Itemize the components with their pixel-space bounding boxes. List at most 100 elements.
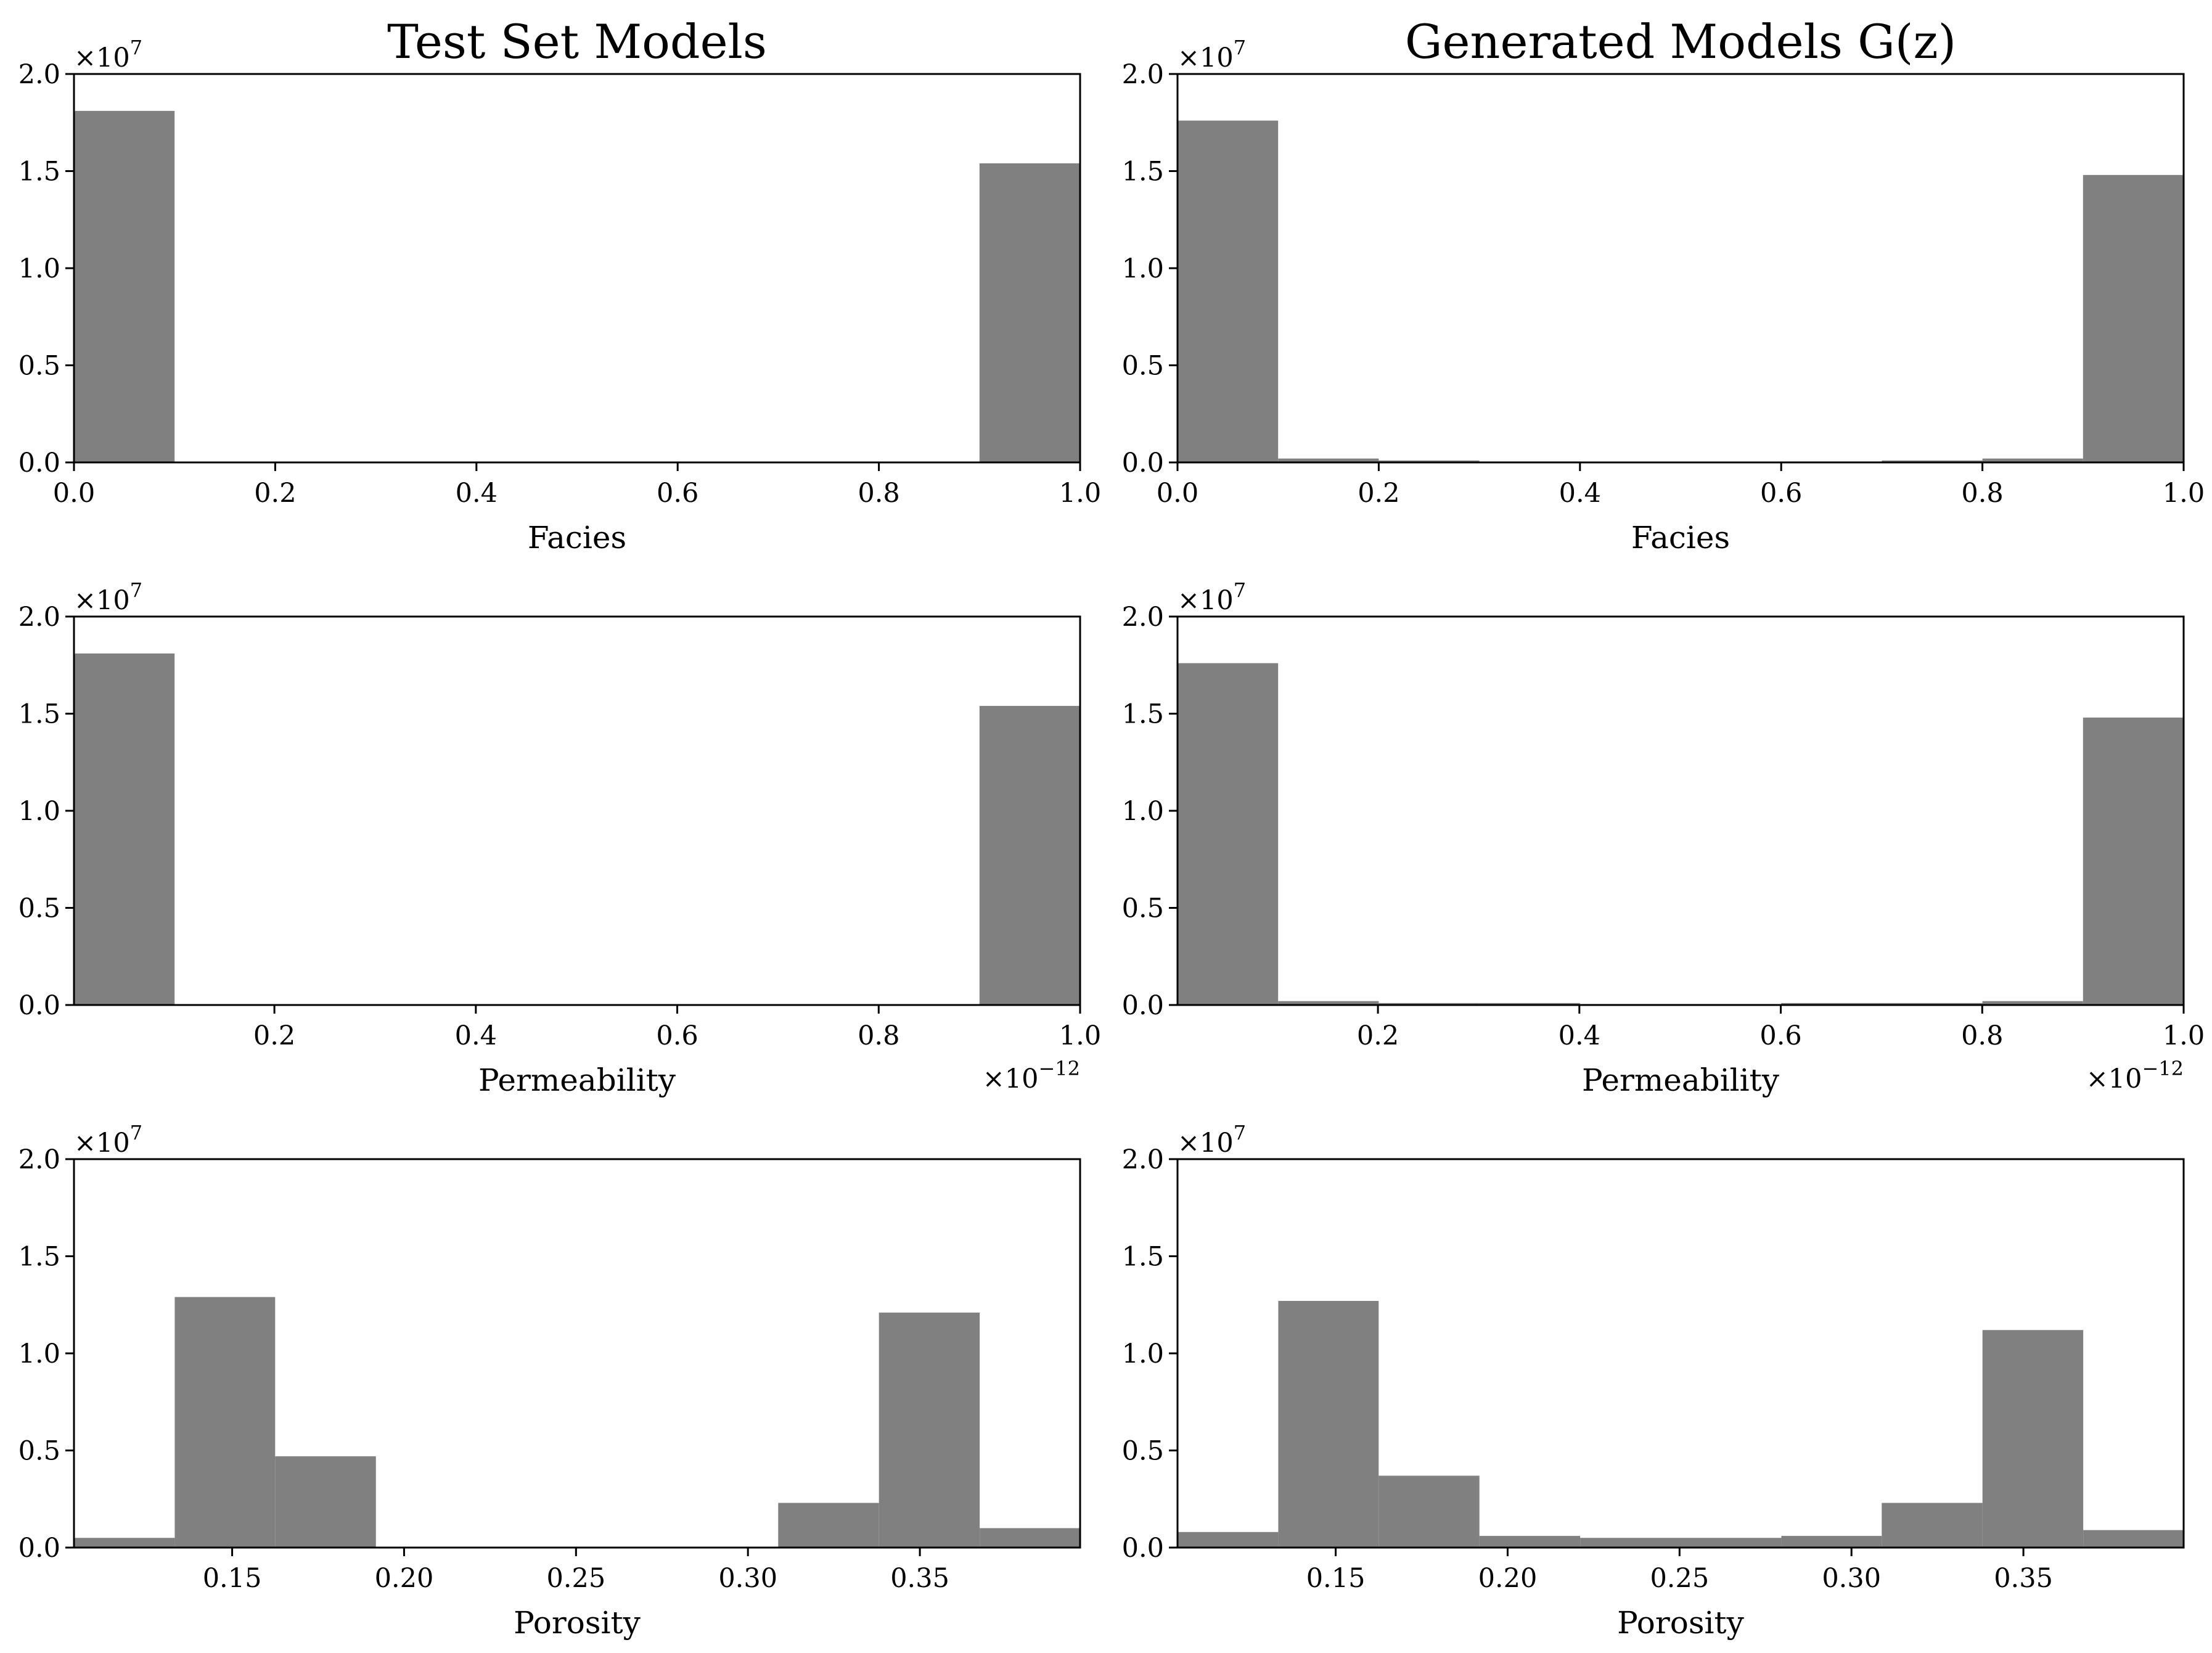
x-tick-label: 0.15	[1306, 1563, 1366, 1594]
x-tick-label: 0.20	[375, 1563, 434, 1594]
axes-frame	[1176, 615, 2185, 1006]
x-tick-label: 0.4	[1559, 478, 1601, 509]
x-tick-label: 0.4	[1559, 1020, 1600, 1051]
x-tick-label: 0.8	[858, 478, 899, 509]
y-tick-label: 1.0	[18, 253, 60, 284]
histogram-bar	[1982, 1001, 2083, 1005]
histogram-bar	[1278, 1001, 1379, 1005]
histogram-bar	[980, 1528, 1080, 1548]
x-tick-label: 1.0	[2163, 478, 2205, 509]
chart-panel-2: 0.0 0.5 1.0 1.5 2.0 0.0 0.2 0.4 0.6 0.8 1.0 Facies ×…	[1122, 14, 2205, 556]
y-tick-label: 0.5	[18, 1436, 60, 1467]
x-tick-label: 0.2	[254, 478, 296, 509]
histogram-bar	[1278, 1300, 1379, 1548]
x-tick-label: 0.4	[456, 478, 498, 509]
histogram-bar	[1278, 458, 1379, 462]
y-offset-multiplier: ×107	[74, 1121, 142, 1159]
histogram-bar	[1681, 1538, 1782, 1548]
histogram-bar	[1580, 1538, 1681, 1548]
axes-frame	[73, 615, 1081, 1006]
y-tick-label: 1.5	[1122, 157, 1164, 187]
x-tick-label: 0.8	[1961, 1020, 2003, 1051]
histogram-bar	[1982, 1330, 2084, 1548]
histogram-bar	[979, 163, 1080, 462]
histogram-bar	[1781, 1003, 1882, 1005]
histogram-bar	[979, 705, 1080, 1005]
x-tick-label: 0.35	[1994, 1563, 2053, 1594]
y-tick-label: 0.0	[18, 1533, 60, 1564]
y-tick-label: 1.5	[1122, 699, 1164, 730]
x-axis-label: Porosity	[1617, 1605, 1744, 1641]
y-tick-label: 0.5	[18, 893, 60, 924]
x-offset-multiplier: ×10−12	[2086, 1057, 2184, 1094]
chart-panel-1: 0.0 0.5 1.0 1.5 2.0 0.0 0.2 0.4 0.6 0.8 1.0 Facies ×…	[18, 14, 1102, 556]
x-tick-label: 0.6	[656, 1020, 698, 1051]
y-offset-multiplier: ×107	[1178, 578, 1246, 616]
y-tick-label: 1.5	[18, 157, 60, 187]
y-offset-multiplier: ×107	[1178, 1121, 1246, 1159]
x-tick-label: 0.2	[253, 1020, 295, 1051]
histogram-bar	[1882, 1503, 1983, 1548]
histogram-bar	[174, 1297, 276, 1548]
histogram-bar	[1479, 1536, 1581, 1548]
y-tick-label: 2.0	[1122, 1144, 1164, 1175]
y-tick-label: 0.0	[1122, 1533, 1164, 1564]
x-tick-label: 0.25	[546, 1563, 605, 1594]
histogram-bar	[2083, 717, 2184, 1005]
x-tick-label: 0.30	[718, 1563, 777, 1594]
histogram-bar	[1378, 460, 1480, 462]
histogram-bar	[1479, 1003, 1580, 1005]
y-tick-label: 1.5	[18, 699, 60, 730]
y-tick-label: 0.0	[1122, 990, 1164, 1021]
x-tick-label: 1.0	[2163, 1020, 2205, 1051]
x-axis-label: Permeability	[478, 1062, 676, 1098]
histogram-bar	[2083, 174, 2184, 462]
y-tick-label: 2.0	[1122, 59, 1164, 90]
histogram-bar	[2083, 1530, 2184, 1548]
histogram-bar	[1378, 1003, 1480, 1005]
histogram-bar	[1982, 458, 2083, 462]
x-tick-label: 0.2	[1358, 478, 1399, 509]
y-offset-multiplier: ×107	[74, 578, 142, 616]
x-tick-label: 0.4	[455, 1020, 497, 1051]
chart-panel-3: 0.0 0.5 1.0 1.5 2.0 0.2 0.4 0.6 0.8 1.0 Permeabili…	[18, 578, 1102, 1098]
histogram-bar	[1882, 460, 1983, 462]
x-tick-label: 0.30	[1822, 1563, 1881, 1594]
chart-panel-5: 0.0 0.5 1.0 1.5 2.0 0.15 0.20 0.25 0.30 0.35 Poros…	[18, 1121, 1081, 1641]
x-offset-multiplier: ×10−12	[983, 1057, 1080, 1094]
histogram-bar	[74, 110, 175, 463]
x-tick-label: 0.15	[203, 1563, 262, 1594]
y-tick-label: 0.5	[1122, 1436, 1164, 1467]
histogram-bar	[778, 1503, 879, 1548]
y-tick-label: 1.0	[18, 796, 60, 827]
y-tick-label: 1.0	[1122, 796, 1164, 827]
histogram-bar	[74, 1538, 175, 1548]
y-tick-label: 2.0	[18, 59, 60, 90]
x-tick-label: 1.0	[1059, 478, 1101, 509]
histogram-bar	[1781, 1536, 1882, 1548]
axes-frame	[1176, 73, 2185, 464]
x-tick-label: 0.0	[1157, 478, 1198, 509]
y-tick-label: 1.0	[18, 1339, 60, 1369]
x-axis-label: Facies	[528, 520, 626, 556]
x-tick-label: 0.20	[1478, 1563, 1538, 1594]
y-tick-label: 1.0	[1122, 1339, 1164, 1369]
x-tick-label: 0.8	[858, 1020, 899, 1051]
y-offset-multiplier: ×107	[74, 36, 142, 73]
y-tick-label: 0.0	[1122, 448, 1164, 478]
histogram-bar	[1178, 663, 1279, 1005]
y-tick-label: 2.0	[18, 1144, 60, 1175]
y-tick-label: 0.0	[18, 990, 60, 1021]
panel-title: Test Set Models	[387, 14, 767, 69]
x-tick-label: 0.2	[1357, 1020, 1399, 1051]
y-tick-label: 1.5	[18, 1242, 60, 1273]
histogram-bar	[1178, 1532, 1279, 1548]
x-tick-label: 0.35	[890, 1563, 949, 1594]
chart-panel-6: 0.0 0.5 1.0 1.5 2.0 0.15 0.20 0.25 0.30 0.35 Poros…	[1122, 1121, 2185, 1641]
y-tick-label: 0.5	[1122, 351, 1164, 382]
x-axis-label: Permeability	[1582, 1062, 1780, 1098]
x-tick-label: 0.25	[1650, 1563, 1709, 1594]
y-tick-label: 1.5	[1122, 1242, 1164, 1273]
chart-panel-4: 0.0 0.5 1.0 1.5 2.0 0.2 0.4 0.6 0.8 1.0 Permeabili…	[1122, 578, 2205, 1098]
x-tick-label: 0.8	[1961, 478, 2003, 509]
